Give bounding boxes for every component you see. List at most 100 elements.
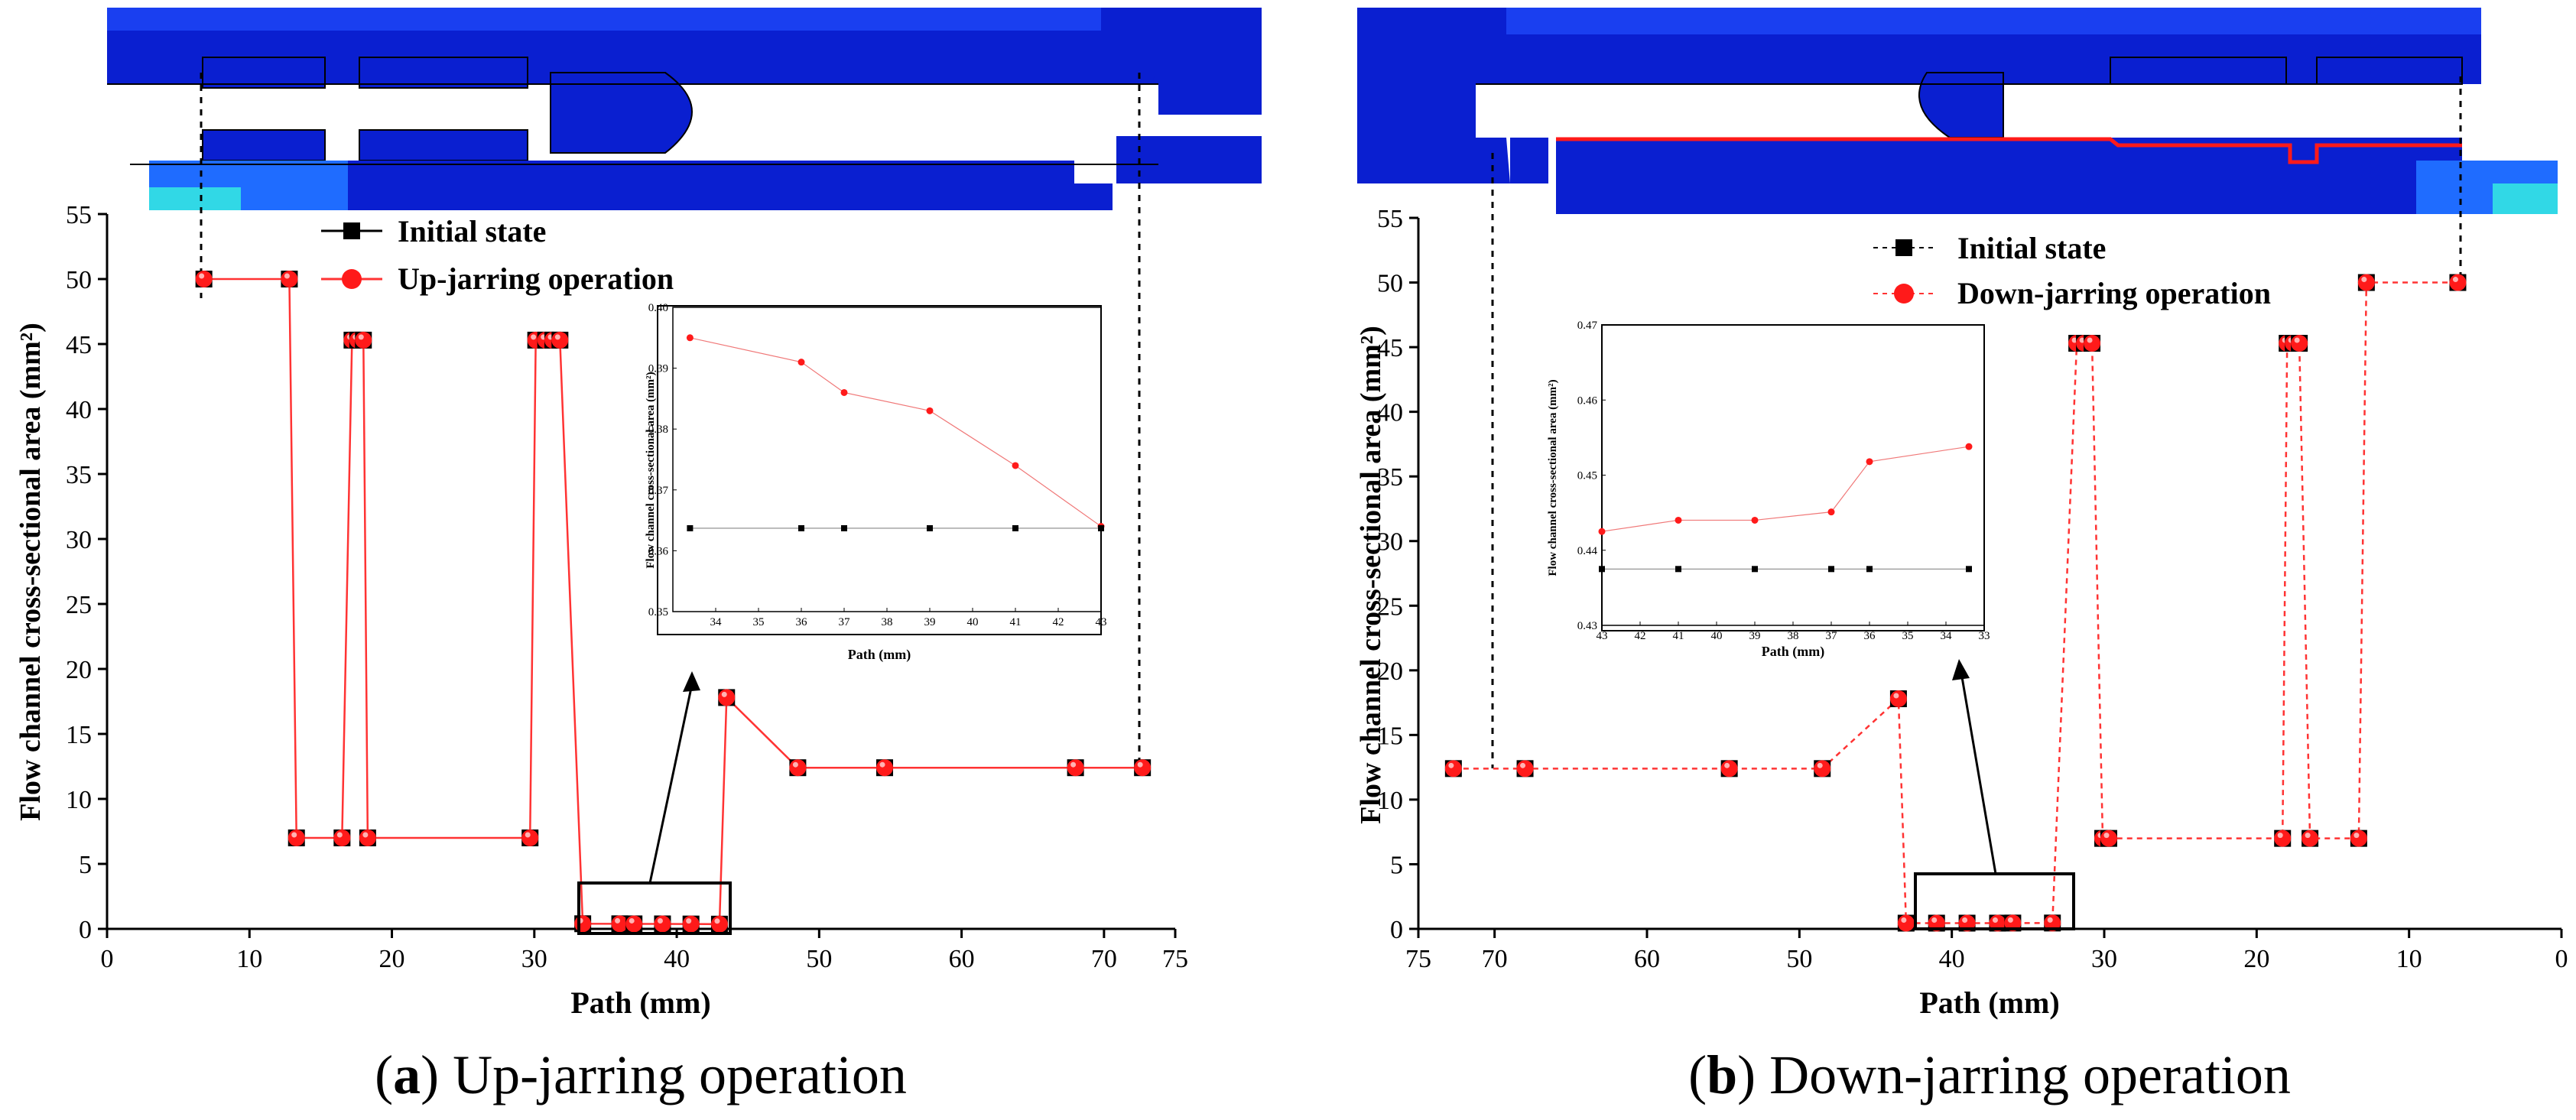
y-tick-label: 35 (66, 461, 92, 489)
zoom-arrow-b (1960, 672, 1997, 875)
y-tick-label: 25 (66, 591, 92, 619)
operation-point-highlight (1448, 762, 1454, 768)
operation-point-highlight (615, 917, 621, 924)
x-tick-label: 60 (949, 945, 975, 973)
y-tick-label: 30 (66, 526, 92, 554)
y-ticks-a: 0 5 10 15 20 25 30 35 40 45 50 55 (66, 201, 107, 944)
x-tick-label: 30 (2091, 945, 2117, 973)
x-tick-label: 10 (2396, 945, 2422, 973)
y-tick-label: 35 (1377, 463, 1403, 492)
operation-point (2291, 335, 2308, 352)
inset-x-tick-label: 40 (967, 616, 979, 628)
inset-initial-point (1966, 566, 1972, 573)
series-line (1453, 281, 2458, 924)
series-a (195, 271, 1152, 933)
inset-plot-b: 43 42 41 40 39 38 37 36 35 34 33 0.43 0.44 0.45 0.46 0.… (1577, 320, 1990, 642)
inset-x-tick-label: 37 (1826, 630, 1838, 642)
operation-point (2084, 335, 2101, 352)
operation-point (574, 915, 592, 933)
inset-operation-point (1675, 516, 1682, 524)
inset-operation-point (926, 407, 934, 414)
operation-point-highlight (1931, 917, 1938, 923)
inset-x-tick-label: 42 (1053, 616, 1064, 628)
y-axis-label-a: Flow channel cross-sectional area (mm²) (15, 323, 47, 821)
operation-point-highlight (199, 273, 205, 279)
caption-letter-a: a (393, 1044, 421, 1105)
operation-point (2350, 829, 2367, 847)
inset-y-tick-label: 0.46 (1577, 394, 1598, 407)
operation-point-highlight (2305, 833, 2311, 839)
inset-x-tick-label: 41 (1673, 630, 1684, 642)
fem-contour-image-a (107, 8, 1262, 210)
y-tick-label: 5 (1390, 851, 1403, 879)
x-tick-label: 40 (1939, 945, 1965, 973)
y-tick-label: 30 (1377, 528, 1403, 557)
operation-point-highlight (2007, 917, 2013, 923)
inset-x-label-a: Path (mm) (848, 647, 911, 663)
series-b (1444, 274, 2467, 932)
inset-initial-point (687, 524, 694, 531)
operation-point-highlight (1520, 762, 1526, 768)
operation-point-highlight (284, 273, 290, 279)
y-tick-label: 40 (1377, 399, 1403, 427)
inset-initial-point (1012, 524, 1018, 531)
caption-text-a: Up-jarring operation (453, 1044, 907, 1105)
operation-point-highlight (879, 761, 885, 768)
operation-point (287, 829, 305, 846)
operation-point (1444, 760, 1462, 778)
x-tick-label: 75 (1162, 945, 1188, 973)
inset-y-tick-label: 0.38 (648, 424, 668, 436)
inset-initial-point (927, 524, 933, 531)
operation-point-highlight (2361, 277, 2367, 283)
operation-point-highlight (1070, 761, 1077, 768)
caption-b: (b) Down-jarring operation (1688, 1044, 2291, 1105)
x-tick-label: 0 (101, 945, 114, 973)
inset-operation-line (1601, 446, 1970, 532)
inset-operation-point (1751, 516, 1759, 524)
operation-point (1814, 760, 1831, 778)
operation-point-highlight (1992, 917, 1998, 923)
inset-x-tick-label: 41 (1010, 616, 1022, 628)
inset-initial-point (841, 524, 847, 531)
operation-point (625, 915, 643, 933)
legend-marker-initial-a (343, 222, 360, 239)
inset-y-tick-label: 0.44 (1577, 545, 1598, 557)
y-tick-label: 50 (66, 266, 92, 294)
x-tick-label: 70 (1091, 945, 1117, 973)
operation-point-highlight (531, 334, 537, 340)
inset-x-label-b: Path (mm) (1762, 644, 1824, 660)
y-tick-label: 15 (1377, 722, 1403, 750)
operation-point (1720, 760, 1738, 778)
inset-x-tick-label: 43 (1597, 630, 1608, 642)
operation-point-highlight (2294, 337, 2300, 343)
caption-a: (a) Up-jarring operation (375, 1044, 907, 1105)
caption-letter-b: b (1707, 1044, 1737, 1105)
y-tick-label: 20 (66, 656, 92, 684)
operation-point (2100, 829, 2117, 847)
inset-y-tick-label: 0.37 (648, 485, 669, 497)
inset-x-tick-label: 34 (1941, 630, 1953, 642)
inset-y-label-b: Flow channel cross-sectional area (mm²) (1547, 379, 1559, 576)
operation-point (876, 759, 894, 777)
operation-point-highlight (1817, 762, 1823, 768)
operation-point-highlight (2047, 917, 2053, 923)
operation-point (1516, 760, 1534, 778)
y-ticks-b: 0 5 10 15 20 25 30 35 40 45 50 55 (1377, 205, 1418, 944)
inset-x-tick-label: 43 (1096, 616, 1107, 628)
operation-point-highlight (336, 832, 343, 838)
y-tick-label: 0 (79, 916, 92, 944)
operation-point-highlight (554, 334, 560, 340)
inset-x-tick-label: 38 (882, 616, 893, 628)
legend-marker-operation-b (1894, 284, 1914, 304)
operation-point-highlight (792, 761, 798, 768)
x-tick-label: 50 (1786, 945, 1812, 973)
operation-point (1897, 914, 1915, 932)
zoom-box-a (577, 881, 732, 935)
operation-point-highlight (2452, 277, 2458, 283)
inset-operation-point (840, 388, 848, 396)
operation-point-highlight (1724, 762, 1730, 768)
legend-label-initial-b: Initial state (1957, 231, 2106, 265)
inset-x-tick-label: 39 (924, 616, 936, 628)
inset-initial-point (1866, 566, 1873, 573)
